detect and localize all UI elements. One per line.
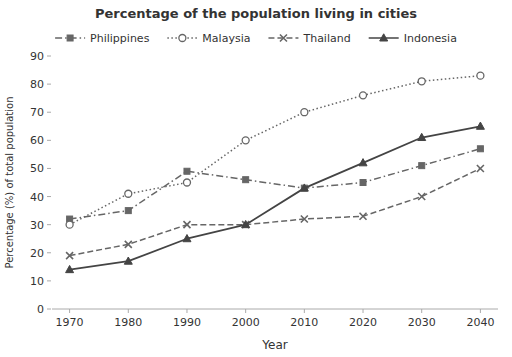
y-tick <box>47 196 51 197</box>
series-line <box>70 76 481 225</box>
x-tick <box>363 309 364 313</box>
legend-item: Indonesia <box>369 32 457 45</box>
x-tick-label: 2010 <box>290 316 318 329</box>
point-marker <box>125 241 132 248</box>
x-tick-label: 2030 <box>408 316 436 329</box>
point-marker <box>183 179 190 186</box>
legend: Philippines Malaysia Thailand Indonesia <box>55 32 457 45</box>
legend-marker <box>380 34 388 41</box>
y-tick-label: 20 <box>30 247 44 260</box>
point-marker <box>419 163 425 169</box>
x-tick-label: 1990 <box>173 316 201 329</box>
legend-marker <box>280 35 287 42</box>
x-tick-label: 2040 <box>466 316 494 329</box>
series <box>66 122 485 273</box>
point-marker <box>476 122 484 129</box>
point-marker <box>360 180 366 186</box>
series <box>67 146 484 222</box>
series <box>66 165 484 259</box>
point-marker <box>66 221 73 228</box>
legend-label: Indonesia <box>404 32 457 45</box>
point-marker <box>125 208 131 214</box>
x-tick <box>480 309 481 313</box>
x-tick <box>186 309 187 313</box>
point-marker <box>242 220 250 227</box>
y-tick <box>47 309 51 310</box>
y-tick <box>47 56 51 57</box>
point-marker <box>124 257 132 264</box>
x-axis: 1970 1980 1990 2000 2010 2020 2030 2040 <box>52 309 498 329</box>
y-tick-label: 50 <box>30 162 44 175</box>
legend-label: Thailand <box>302 32 350 45</box>
legend-item: Philippines <box>55 32 150 45</box>
x-tick-label: 2020 <box>349 316 377 329</box>
y-axis-label: Percentage (%) of total population <box>4 97 15 269</box>
point-marker <box>477 165 484 172</box>
point-marker <box>477 72 484 79</box>
x-tick <box>69 309 70 313</box>
point-marker <box>242 137 249 144</box>
y-tick-label: 70 <box>30 106 44 119</box>
x-tick <box>245 309 246 313</box>
y-tick <box>47 140 51 141</box>
chart-container: Percentage of the population living in c… <box>0 0 512 357</box>
y-tick-label: 90 <box>30 50 44 63</box>
point-marker <box>301 216 308 223</box>
y-tick-label: 80 <box>30 78 44 91</box>
y-tick <box>47 252 51 253</box>
y-tick-label: 10 <box>30 275 44 288</box>
point-marker <box>184 168 190 174</box>
legend-marker <box>67 35 73 41</box>
series-line <box>70 126 481 269</box>
y-tick <box>47 224 51 225</box>
chart-title: Percentage of the population living in c… <box>95 6 417 21</box>
legend-item: Malaysia <box>167 32 250 45</box>
x-axis-line <box>52 309 498 310</box>
y-tick-label: 30 <box>30 219 44 232</box>
point-marker <box>359 159 367 166</box>
point-marker <box>360 213 367 220</box>
y-tick <box>47 84 51 85</box>
x-tick-label: 1970 <box>56 316 84 329</box>
y-tick <box>47 280 51 281</box>
y-tick-label: 0 <box>37 303 44 316</box>
x-tick-label: 1980 <box>114 316 142 329</box>
point-marker <box>66 265 74 272</box>
legend-item: Thailand <box>268 32 350 45</box>
x-axis-label: Year <box>261 338 287 352</box>
point-marker <box>300 184 308 191</box>
point-marker <box>125 190 132 197</box>
series <box>66 72 484 228</box>
point-marker <box>301 109 308 116</box>
point-marker <box>243 177 249 183</box>
point-marker <box>183 235 191 242</box>
y-tick <box>47 168 51 169</box>
series-line <box>70 168 481 255</box>
y-axis: 0 10 20 30 40 50 60 70 80 90 <box>30 50 51 316</box>
legend-label: Philippines <box>90 32 150 45</box>
point-marker <box>418 78 425 85</box>
plot-data <box>66 72 485 272</box>
x-tick-label: 2000 <box>232 316 260 329</box>
y-tick-label: 40 <box>30 191 44 204</box>
y-tick <box>47 112 51 113</box>
point-marker <box>183 221 190 228</box>
point-marker <box>360 92 367 99</box>
y-tick-label: 60 <box>30 134 44 147</box>
legend-marker <box>179 35 186 42</box>
point-marker <box>66 252 73 259</box>
x-tick <box>304 309 305 313</box>
x-tick <box>128 309 129 313</box>
x-tick <box>421 309 422 313</box>
legend-label: Malaysia <box>202 32 250 45</box>
point-marker <box>477 146 483 152</box>
point-marker <box>418 193 425 200</box>
series-line <box>70 149 481 219</box>
chart-svg: Percentage of the population living in c… <box>0 0 512 357</box>
point-marker <box>418 133 426 140</box>
